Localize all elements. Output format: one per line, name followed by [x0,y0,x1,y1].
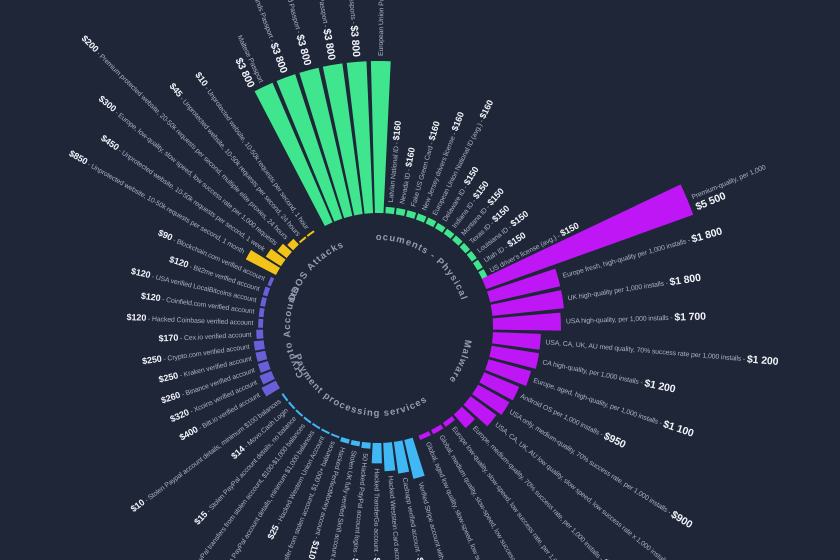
chart-bar-crypto-accounts-10 [267,276,275,287]
bar-value-label: Hacked TransferGo account - $510 [371,468,382,560]
chart-bar-payment-processing-services-6 [340,437,350,444]
chart-bar-crypto-accounts-6 [258,318,264,328]
chart-bar-forged-documents-physical-5 [370,60,391,214]
chart-bar-forged-documents-physical-0 [254,82,333,227]
chart-bar-payment-processing-services-7 [330,433,340,439]
chart-bar-ddos-attacks-5 [306,230,315,237]
chart-bar-payment-processing-services-11 [295,409,304,417]
chart-bar-crypto-accounts-0 [261,380,280,397]
chart-bar-forged-documents-physical-13 [452,235,463,246]
chart-bar-forged-documents-physical-17 [478,269,488,280]
chart-bar-malware-12 [431,424,444,435]
chart-bar-ddos-attacks-4 [298,236,307,244]
chart-bar-malware-5 [489,345,540,369]
bar-value-label: European Union Passport - $3 800 [375,0,388,56]
chart-bar-ddos-attacks-3 [287,238,299,251]
chart-bar-ddos-attacks-0 [245,250,280,275]
chart-bar-crypto-accounts-7 [258,307,265,318]
chart-bar-ddos-attacks-1 [265,248,286,267]
chart-bar-payment-processing-services-13 [281,393,289,402]
chart-bar-forged-documents-physical-7 [395,208,406,217]
chart-bar-malware-13 [418,431,431,440]
chart-bar-malware-2 [490,290,564,316]
chart-bar-payment-processing-services-1 [393,440,410,474]
chart-bar-ddos-attacks-2 [277,243,292,259]
chart-bar-forged-documents-physical-3 [322,63,363,216]
chart-bar-crypto-accounts-4 [253,340,265,351]
chart-bar-forged-documents-physical-14 [459,242,471,254]
chart-bar-payment-processing-services-2 [383,442,396,472]
chart-bar-forged-documents-physical-1 [276,74,343,222]
chart-bar-payment-processing-services-8 [321,428,330,435]
bar-value-label: $120 - Hacked Coinbase verified account [126,312,253,327]
chart-bar-forged-documents-physical-4 [346,61,374,214]
chart-bar-crypto-accounts-3 [255,350,268,362]
bar-value-label: $170 - Cex.io verified account [158,329,251,344]
chart-bar-forged-documents-physical-16 [472,259,483,271]
chart-bar-payment-processing-services-12 [288,401,296,410]
chart-bar-malware-6 [485,359,532,386]
chart-bar-forged-documents-physical-8 [405,210,417,219]
chart-bar-forged-documents-physical-10 [425,217,437,228]
chart-bar-forged-documents-physical-2 [299,67,353,219]
chart-bar-crypto-accounts-5 [256,329,264,339]
chart-bar-crypto-accounts-2 [257,360,271,373]
chart-bar-crypto-accounts-1 [259,370,275,385]
chart-bar-forged-documents-physical-15 [466,250,477,262]
chart-bar-payment-processing-services-0 [404,437,425,479]
chart-bar-malware-0 [481,184,694,290]
chart-bar-payment-processing-services-10 [303,416,312,424]
chart-bar-payment-processing-services-9 [311,422,321,430]
chart-bar-crypto-accounts-8 [260,297,267,307]
chart-bar-forged-documents-physical-9 [415,213,427,223]
chart-bar-forged-documents-physical-6 [385,206,395,215]
chart-bar-malware-8 [472,384,510,415]
chart-bar-malware-9 [463,396,497,427]
chart-bar-payment-processing-services-4 [361,441,371,449]
chart-bar-payment-processing-services-5 [350,439,361,447]
chart-bar-payment-processing-services-3 [371,442,382,464]
chart-bar-malware-11 [442,416,455,427]
chart-bar-forged-documents-physical-11 [434,222,446,233]
bar-value-label: USA high-quality, per 1,000 installs - $… [566,310,707,327]
chart-bar-malware-4 [491,332,541,350]
chart-bar-malware-10 [453,406,475,429]
chart-bar-crypto-accounts-9 [262,286,271,297]
chart-bar-forged-documents-physical-12 [443,228,455,239]
chart-bar-malware-3 [492,312,561,331]
chart-bar-malware-1 [487,268,561,303]
chart-bar-malware-7 [479,372,520,401]
